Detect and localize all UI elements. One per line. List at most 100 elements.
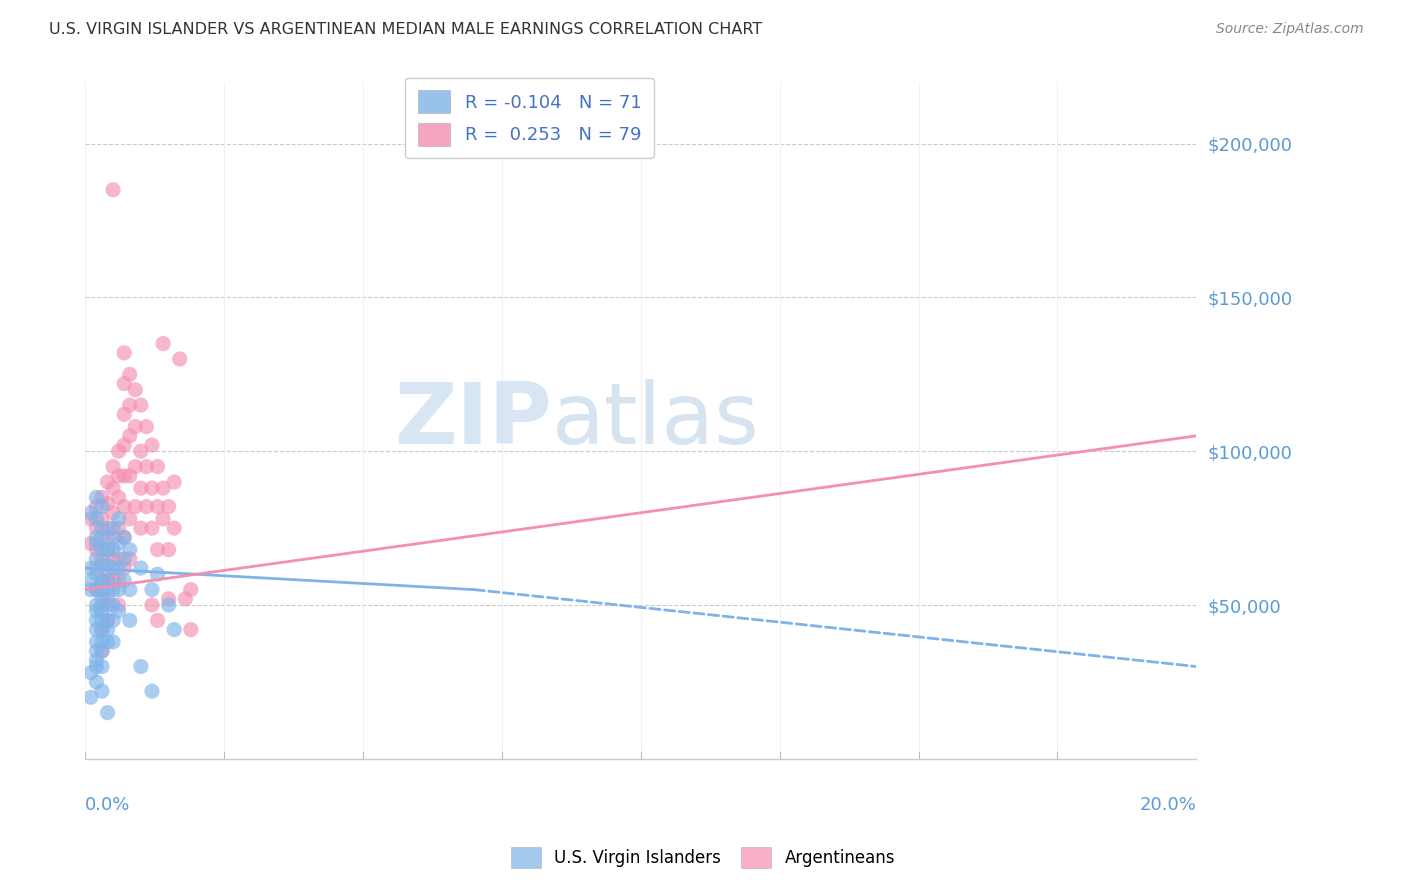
Point [86,552,108,566]
Point [86,653,108,667]
Point [96,558,118,572]
Point [112,500,135,514]
Point [86,674,108,689]
Point [112,468,135,483]
Point [91,512,114,526]
Point [86,491,108,505]
Point [141,438,163,452]
Point [86,623,108,637]
Point [135,500,157,514]
Point [86,644,108,658]
Point [80,574,103,588]
Point [112,561,135,575]
Point [96,623,118,637]
Point [91,659,114,673]
Point [91,613,114,627]
Point [91,644,114,658]
Text: 0.0%: 0.0% [86,796,131,814]
Point [96,613,118,627]
Point [118,368,141,382]
Point [96,613,118,627]
Point [118,582,141,597]
Point [101,552,124,566]
Point [163,475,186,489]
Point [107,521,129,535]
Point [91,591,114,606]
Point [80,536,103,550]
Point [80,512,103,526]
Point [96,567,118,582]
Point [86,604,108,618]
Point [80,665,103,680]
Point [86,567,108,582]
Text: Source: ZipAtlas.com: Source: ZipAtlas.com [1216,22,1364,37]
Point [118,613,141,627]
Point [118,512,141,526]
Point [86,542,108,557]
Point [86,598,108,612]
Point [86,635,108,649]
Point [101,481,124,495]
Point [101,582,124,597]
Point [112,574,135,588]
Point [112,376,135,391]
Point [180,582,202,597]
Point [107,574,129,588]
Point [86,561,108,575]
Point [91,574,114,588]
Point [86,530,108,544]
Point [91,521,114,535]
Point [107,552,129,566]
Point [107,512,129,526]
Point [180,623,202,637]
Point [152,481,174,495]
Point [101,459,124,474]
Text: 20.0%: 20.0% [1139,796,1197,814]
Point [80,582,103,597]
Point [152,512,174,526]
Point [91,684,114,698]
Point [91,598,114,612]
Point [124,459,146,474]
Point [80,690,103,705]
Point [124,419,146,434]
Point [124,500,146,514]
Point [96,598,118,612]
Point [129,561,152,575]
Point [107,604,129,618]
Legend: R = -0.104   N = 71, R =  0.253   N = 79: R = -0.104 N = 71, R = 0.253 N = 79 [405,78,654,159]
Point [91,582,114,597]
Point [91,623,114,637]
Point [118,398,141,412]
Point [163,623,186,637]
Point [107,491,129,505]
Point [157,598,180,612]
Point [129,444,152,458]
Point [91,644,114,658]
Point [141,582,163,597]
Point [129,659,152,673]
Point [96,521,118,535]
Point [86,521,108,535]
Point [107,444,129,458]
Point [118,552,141,566]
Point [91,500,114,514]
Point [146,459,169,474]
Point [96,530,118,544]
Point [112,530,135,544]
Point [129,398,152,412]
Point [141,598,163,612]
Point [86,659,108,673]
Point [91,530,114,544]
Point [101,574,124,588]
Point [146,500,169,514]
Point [118,468,141,483]
Point [101,561,124,575]
Text: ZIP: ZIP [394,379,553,462]
Point [146,613,169,627]
Point [124,383,146,397]
Point [112,346,135,360]
Point [96,706,118,720]
Point [101,521,124,535]
Point [163,521,186,535]
